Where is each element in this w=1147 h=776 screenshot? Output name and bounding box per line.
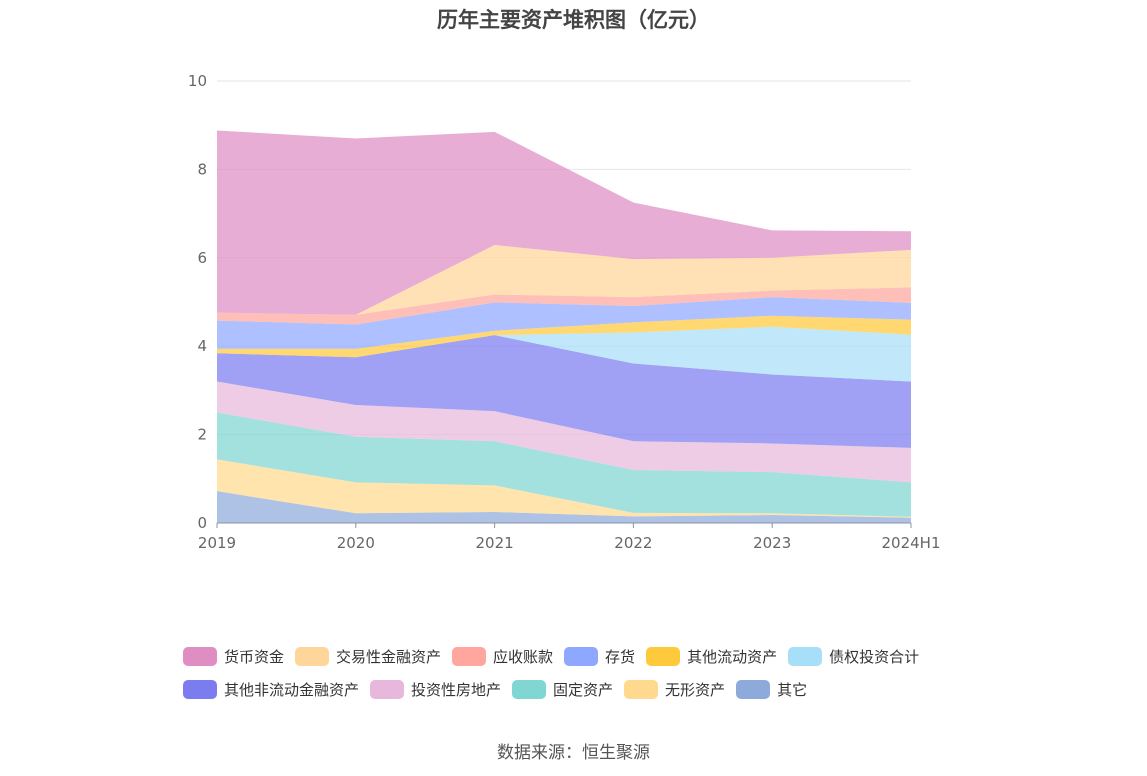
legend-item[interactable]: 其他流动资产	[646, 646, 777, 667]
legend-label: 存货	[605, 648, 636, 666]
legend-row: 其他非流动金融资产 投资性房地产 固定资产 无形资产 其它	[183, 673, 983, 706]
area-series-2	[217, 412, 911, 517]
legend-label: 债权投资合计	[829, 648, 920, 666]
legend-item[interactable]: 固定资产	[512, 679, 613, 700]
area-series-10	[217, 130, 911, 315]
legend-swatch	[646, 647, 681, 666]
y-tick-label: 8	[197, 160, 207, 178]
chart-title: 历年主要资产堆积图（亿元）	[437, 8, 710, 32]
x-tick-label: 2022	[614, 534, 652, 552]
legend-label: 固定资产	[553, 681, 614, 699]
legend-label: 其他流动资产	[687, 648, 778, 666]
area-series-8	[217, 287, 911, 325]
area-series-4	[217, 335, 911, 448]
y-tick-label: 0	[197, 514, 207, 532]
legend-item[interactable]: 存货	[564, 646, 635, 667]
area-series-7	[217, 297, 911, 349]
chart-legend: 货币资金 交易性金融资产 应收账款 存货 其他流动资产 债权投资合计其他非流动金融资产 投资…	[183, 640, 983, 706]
area-series-0	[217, 491, 911, 523]
legend-label: 交易性金融资产	[336, 648, 442, 666]
legend-swatch	[624, 680, 659, 699]
area-series-group	[217, 130, 911, 523]
legend-item[interactable]: 应收账款	[452, 646, 553, 667]
y-tick-label: 10	[188, 72, 207, 90]
x-tick-label: 2020	[337, 534, 375, 552]
y-tick-label: 2	[197, 426, 207, 444]
legend-swatch	[295, 647, 330, 666]
x-tick-label: 2021	[476, 534, 514, 552]
legend-label: 应收账款	[493, 648, 554, 666]
legend-item[interactable]: 债权投资合计	[788, 646, 919, 667]
legend-swatch	[452, 647, 487, 666]
legend-label: 无形资产	[665, 681, 726, 699]
y-axis: 0 2 4 6 8 10	[188, 72, 207, 532]
legend-item[interactable]: 交易性金融资产	[295, 646, 441, 667]
y-tick-label: 6	[197, 249, 207, 267]
legend-swatch	[564, 647, 599, 666]
legend-swatch	[788, 647, 823, 666]
area-series-1	[217, 459, 911, 518]
legend-swatch	[512, 680, 547, 699]
legend-item[interactable]: 无形资产	[624, 679, 725, 700]
legend-item[interactable]: 其他非流动金融资产	[183, 679, 359, 700]
legend-item[interactable]: 其它	[736, 679, 807, 700]
legend-label: 投资性房地产	[411, 681, 502, 699]
x-axis: 2019 2020 2021 2022 2023 2024H1	[198, 522, 941, 552]
area-series-3	[217, 381, 911, 483]
data-source: 数据来源：恒生聚源	[497, 743, 650, 763]
legend-item[interactable]: 货币资金	[183, 646, 284, 667]
legend-item[interactable]: 投资性房地产	[370, 679, 501, 700]
legend-label: 其它	[777, 681, 808, 699]
x-tick-label: 2024H1	[882, 534, 941, 552]
area-series-9	[217, 244, 911, 315]
area-series-5	[217, 326, 911, 382]
x-tick-label: 2019	[198, 534, 236, 552]
y-tick-label: 4	[197, 337, 207, 355]
legend-swatch	[736, 680, 771, 699]
x-tick-label: 2023	[753, 534, 791, 552]
legend-row: 货币资金 交易性金融资产 应收账款 存货 其他流动资产 债权投资合计	[183, 640, 983, 673]
legend-label: 其他非流动金融资产	[224, 681, 360, 699]
legend-swatch	[183, 680, 217, 699]
legend-swatch	[183, 647, 217, 666]
legend-swatch	[370, 680, 405, 699]
area-series-6	[217, 315, 911, 358]
legend-label: 货币资金	[224, 648, 285, 666]
